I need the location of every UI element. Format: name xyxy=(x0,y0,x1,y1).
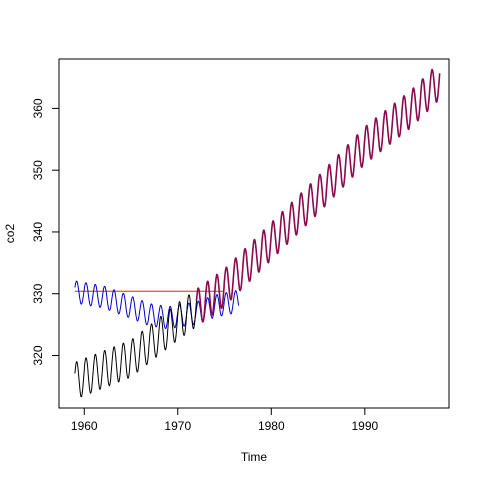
series-layer xyxy=(74,68,441,398)
x-tick-label: 1980 xyxy=(258,419,285,433)
x-tick-label: 1960 xyxy=(71,419,98,433)
y-axis-title: co2 xyxy=(3,224,17,244)
plot-frame xyxy=(58,58,450,409)
y-tick-label: 350 xyxy=(31,160,45,180)
x-axis-title: Time xyxy=(241,450,268,464)
x-tick-label: 1970 xyxy=(164,419,191,433)
series-line-level xyxy=(74,280,240,329)
series-line-fitted xyxy=(195,68,441,323)
y-axis: 320 330 340 350 360 xyxy=(31,98,60,366)
y-tick-label: 340 xyxy=(31,222,45,242)
y-tick-label: 320 xyxy=(31,345,45,365)
y-tick-label: 330 xyxy=(31,283,45,303)
x-axis: 1960 1970 1980 1990 xyxy=(71,407,378,433)
y-tick-label: 360 xyxy=(31,98,45,118)
x-tick-label: 1990 xyxy=(351,419,378,433)
